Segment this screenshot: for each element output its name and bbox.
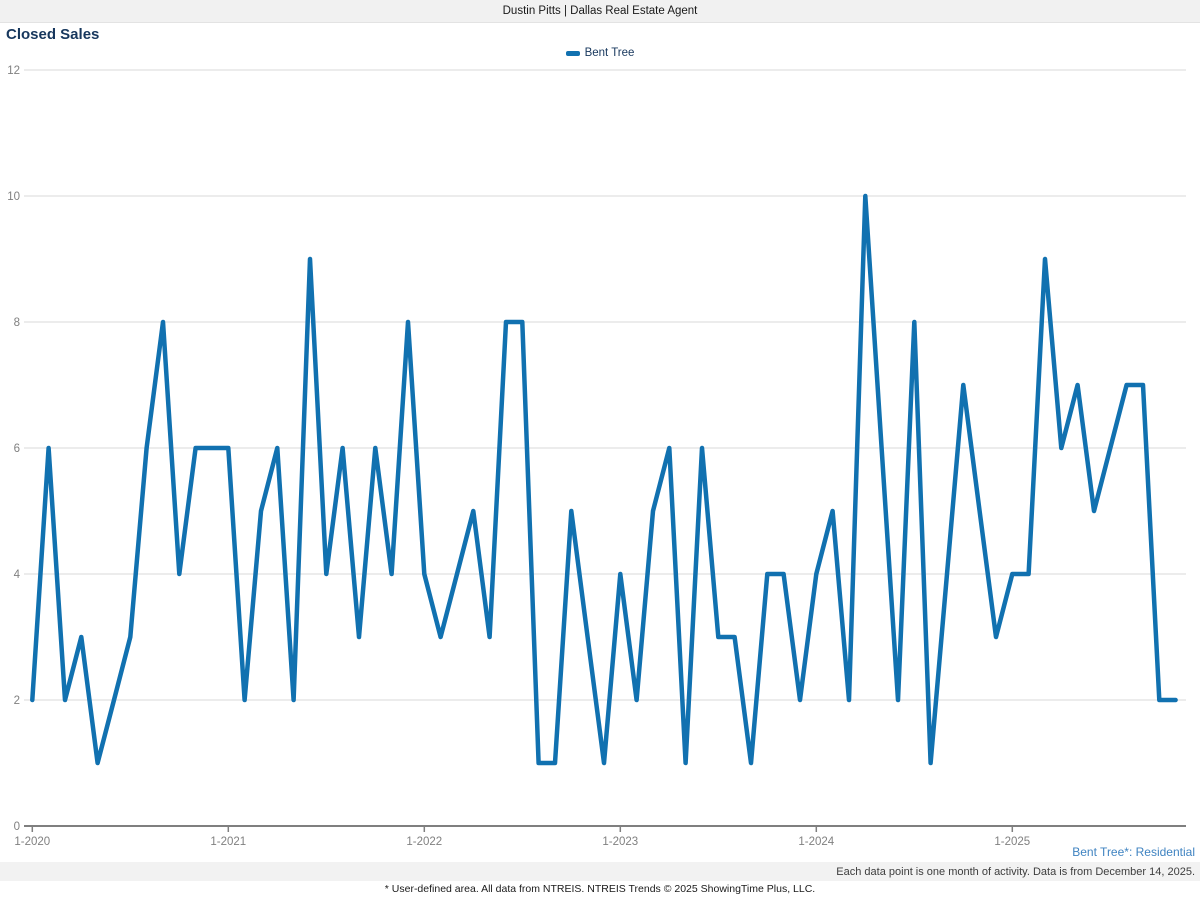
x-tick-label: 1-2020 <box>14 836 50 848</box>
x-tick-label: 1-2023 <box>602 836 638 848</box>
y-tick-label: 2 <box>14 695 20 707</box>
y-tick-label: 10 <box>7 191 20 203</box>
disclaimer: * User-defined area. All data from NTREI… <box>384 883 816 895</box>
y-tick-label: 12 <box>7 65 20 77</box>
data-note-strip: Each data point is one month of activity… <box>0 862 1200 881</box>
x-tick-label: 1-2024 <box>798 836 834 848</box>
series-line-bent-tree <box>30 193 1178 766</box>
app-header-title: Dustin Pitts | Dallas Real Estate Agent <box>502 5 698 17</box>
legend-label: Bent Tree <box>584 47 635 59</box>
chart-legend: Bent Tree <box>0 47 1200 59</box>
y-tick-label: 0 <box>14 821 20 833</box>
series-note: Bent Tree*: Residential <box>1072 845 1195 859</box>
y-tick-label: 8 <box>14 317 20 329</box>
chart-title: Closed Sales <box>6 26 100 43</box>
x-tick-label: 1-2021 <box>210 836 246 848</box>
app-header: Dustin Pitts | Dallas Real Estate Agent <box>0 0 1200 23</box>
x-tick-label: 1-2025 <box>994 836 1030 848</box>
y-tick-label: 4 <box>14 569 21 581</box>
data-note: Each data point is one month of activity… <box>836 865 1195 878</box>
legend-line-swatch <box>565 50 580 56</box>
y-tick-label: 6 <box>14 443 20 455</box>
x-tick-label: 1-2022 <box>406 836 442 848</box>
